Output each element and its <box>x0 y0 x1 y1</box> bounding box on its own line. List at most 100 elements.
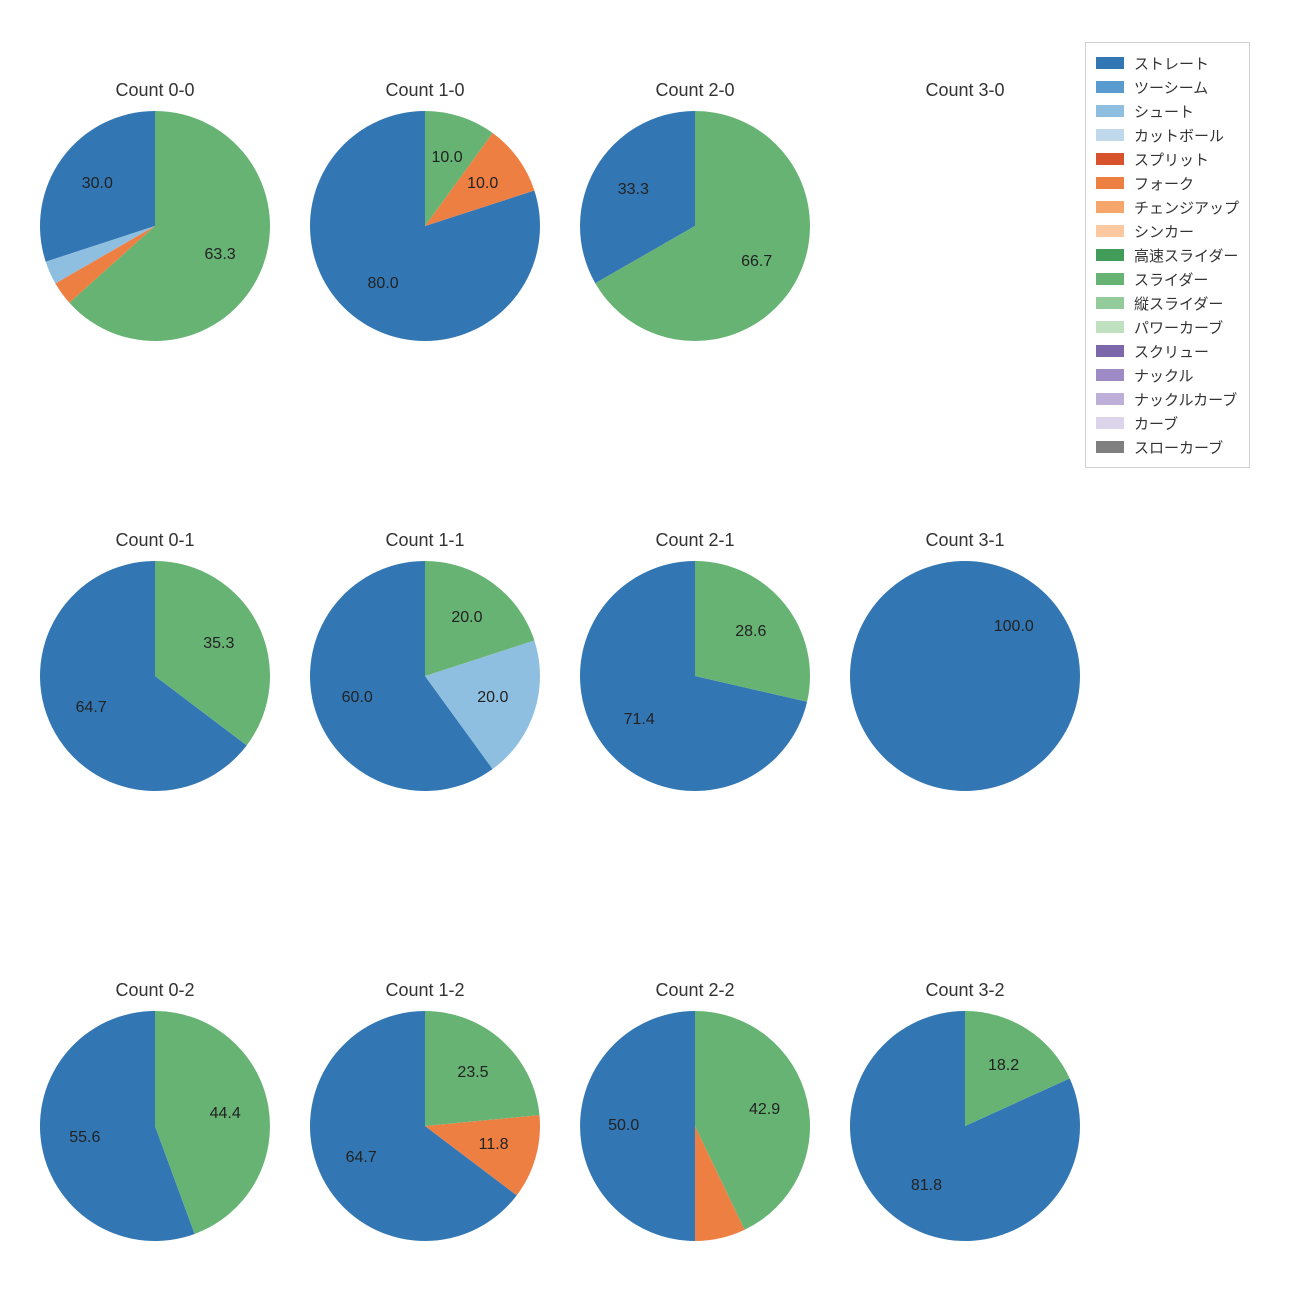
chart-canvas: Count 0-030.063.3Count 1-080.010.010.0Co… <box>0 0 1300 1300</box>
pie-svg <box>580 111 810 341</box>
legend-swatch <box>1096 81 1124 93</box>
legend-label: 縦スライダー <box>1134 293 1223 314</box>
pie-svg <box>850 561 1080 791</box>
pie-slice <box>580 1011 695 1241</box>
pie-c20: 33.366.7 <box>580 111 810 341</box>
pie-c12: 64.711.823.5 <box>310 1011 540 1241</box>
chart-title: Count 0-2 <box>25 980 285 1001</box>
legend-label: ストレート <box>1134 53 1209 74</box>
pie-svg <box>310 111 540 341</box>
legend-swatch <box>1096 441 1124 453</box>
legend-item: シュート <box>1096 99 1239 123</box>
pie-svg <box>850 1011 1080 1241</box>
chart-c32: Count 3-2 81.818.2 <box>835 980 1095 1241</box>
legend-swatch <box>1096 153 1124 165</box>
legend-swatch <box>1096 249 1124 261</box>
chart-c22: Count 2-2 50.042.9 <box>565 980 825 1241</box>
chart-title: Count 2-1 <box>565 530 825 551</box>
pie-c11: 60.020.020.0 <box>310 561 540 791</box>
legend-label: ナックル <box>1134 365 1194 386</box>
legend-swatch <box>1096 273 1124 285</box>
legend-item: スライダー <box>1096 267 1239 291</box>
legend-swatch <box>1096 321 1124 333</box>
legend-item: パワーカーブ <box>1096 315 1239 339</box>
chart-title: Count 2-2 <box>565 980 825 1001</box>
legend-label: スプリット <box>1134 149 1209 170</box>
pie-c21: 71.428.6 <box>580 561 810 791</box>
pie-svg <box>310 561 540 791</box>
pie-c01: 64.735.3 <box>40 561 270 791</box>
legend-item: スローカーブ <box>1096 435 1239 459</box>
legend-label: シュート <box>1134 101 1194 122</box>
legend-label: スライダー <box>1134 269 1208 290</box>
pie-slice <box>850 561 1080 791</box>
chart-title: Count 0-0 <box>25 80 285 101</box>
legend-label: スクリュー <box>1134 341 1209 362</box>
legend-item: スクリュー <box>1096 339 1239 363</box>
chart-title: Count 0-1 <box>25 530 285 551</box>
chart-title: Count 1-1 <box>295 530 555 551</box>
chart-c11: Count 1-1 60.020.020.0 <box>295 530 555 791</box>
pie-slice <box>425 1011 539 1126</box>
legend-item: ナックルカーブ <box>1096 387 1239 411</box>
legend-swatch <box>1096 177 1124 189</box>
legend-swatch <box>1096 393 1124 405</box>
legend-swatch <box>1096 345 1124 357</box>
legend-item: フォーク <box>1096 171 1239 195</box>
legend-item: 高速スライダー <box>1096 243 1239 267</box>
chart-c01: Count 0-1 64.735.3 <box>25 530 285 791</box>
chart-c12: Count 1-2 64.711.823.5 <box>295 980 555 1241</box>
pie-svg <box>310 1011 540 1241</box>
legend-label: シンカー <box>1134 221 1194 242</box>
chart-c21: Count 2-1 71.428.6 <box>565 530 825 791</box>
pie-svg <box>580 561 810 791</box>
pie-c22: 50.042.9 <box>580 1011 810 1241</box>
legend-label: ツーシーム <box>1134 77 1208 98</box>
legend-label: カーブ <box>1134 413 1178 434</box>
chart-title: Count 1-0 <box>295 80 555 101</box>
chart-c31: Count 3-1 100.0 <box>835 530 1095 791</box>
legend-item: 縦スライダー <box>1096 291 1239 315</box>
pie-svg <box>40 561 270 791</box>
pie-c00: 30.063.3 <box>40 111 270 341</box>
pie-c32: 81.818.2 <box>850 1011 1080 1241</box>
legend-label: チェンジアップ <box>1134 197 1239 218</box>
legend-swatch <box>1096 297 1124 309</box>
legend: ストレートツーシームシュートカットボールスプリットフォークチェンジアップシンカー… <box>1085 42 1250 468</box>
legend-swatch <box>1096 225 1124 237</box>
chart-title: Count 3-1 <box>835 530 1095 551</box>
legend-swatch <box>1096 57 1124 69</box>
chart-title: Count 3-2 <box>835 980 1095 1001</box>
pie-c02: 55.644.4 <box>40 1011 270 1241</box>
legend-label: ナックルカーブ <box>1134 389 1237 410</box>
legend-item: ツーシーム <box>1096 75 1239 99</box>
legend-swatch <box>1096 417 1124 429</box>
legend-swatch <box>1096 129 1124 141</box>
pie-svg <box>580 1011 810 1241</box>
legend-item: ストレート <box>1096 51 1239 75</box>
legend-item: ナックル <box>1096 363 1239 387</box>
legend-swatch <box>1096 105 1124 117</box>
chart-c30: Count 3-0 <box>835 80 1095 111</box>
legend-item: シンカー <box>1096 219 1239 243</box>
legend-label: 高速スライダー <box>1134 245 1238 266</box>
pie-c31: 100.0 <box>850 561 1080 791</box>
chart-title: Count 3-0 <box>835 80 1095 101</box>
legend-label: フォーク <box>1134 173 1194 194</box>
legend-item: カットボール <box>1096 123 1239 147</box>
legend-swatch <box>1096 201 1124 213</box>
pie-svg <box>40 1011 270 1241</box>
legend-swatch <box>1096 369 1124 381</box>
legend-item: カーブ <box>1096 411 1239 435</box>
legend-label: パワーカーブ <box>1134 317 1223 338</box>
chart-c10: Count 1-0 80.010.010.0 <box>295 80 555 341</box>
pie-c10: 80.010.010.0 <box>310 111 540 341</box>
legend-label: カットボール <box>1134 125 1224 146</box>
legend-label: スローカーブ <box>1134 437 1223 458</box>
legend-item: スプリット <box>1096 147 1239 171</box>
legend-item: チェンジアップ <box>1096 195 1239 219</box>
pie-svg <box>40 111 270 341</box>
chart-c02: Count 0-2 55.644.4 <box>25 980 285 1241</box>
chart-title: Count 1-2 <box>295 980 555 1001</box>
chart-title: Count 2-0 <box>565 80 825 101</box>
